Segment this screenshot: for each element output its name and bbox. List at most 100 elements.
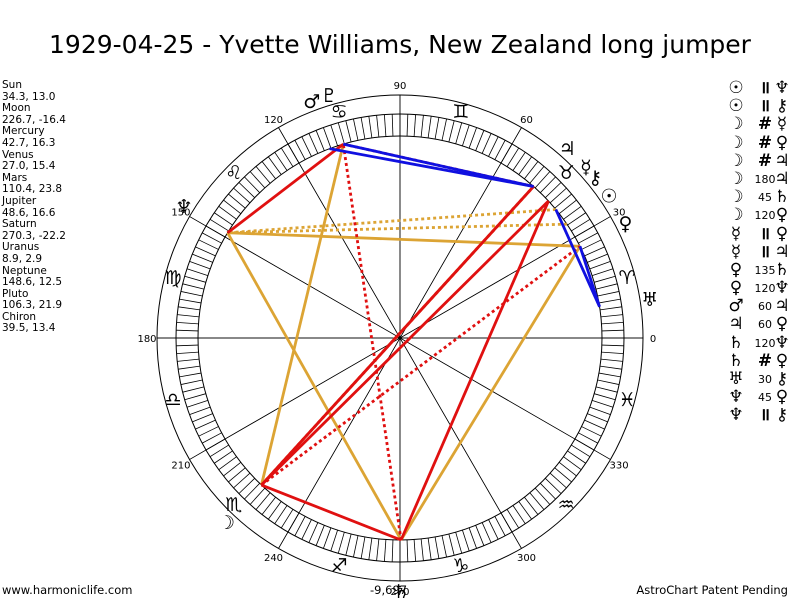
aspect-line xyxy=(341,143,403,541)
aspect-planet-b: ☿ xyxy=(776,114,788,135)
degree-tick xyxy=(202,232,222,244)
planet-coords-neptune: 148.6, 12.5 xyxy=(2,276,63,289)
degree-tick xyxy=(589,406,611,415)
degree-tick xyxy=(549,187,567,204)
degree-tick xyxy=(186,268,209,276)
degree-tick xyxy=(337,532,345,554)
degree-tick xyxy=(391,539,394,562)
aspect-row: ☉ ॥ ⚷ xyxy=(722,97,800,115)
degree-tick xyxy=(294,516,306,536)
footer-website-link[interactable]: www.harmoniclife.com xyxy=(2,583,133,597)
aspect-line xyxy=(227,208,556,235)
degree-tick xyxy=(441,535,447,558)
aspect-type: # xyxy=(757,150,773,171)
degree-tick xyxy=(189,261,211,270)
degree-tick xyxy=(524,161,539,180)
degree-tick xyxy=(315,525,325,546)
degree-tick xyxy=(448,533,455,556)
aspect-line xyxy=(260,483,402,542)
aspect-planet-b: ♄ xyxy=(774,187,790,208)
degree-label: 30 xyxy=(613,208,626,219)
degree-tick xyxy=(209,444,229,458)
aspect-planet-a: ☉ xyxy=(728,96,744,117)
aspect-line xyxy=(260,143,345,486)
degree-tick xyxy=(383,114,387,137)
aspect-planet-b: ♀ xyxy=(775,350,789,371)
degree-tick xyxy=(180,291,203,297)
degree-tick xyxy=(567,212,586,226)
bottom-value: -9,697 xyxy=(370,583,408,597)
degree-tick xyxy=(294,140,306,160)
degree-tick xyxy=(177,358,200,362)
degree-tick xyxy=(601,344,624,347)
degree-tick xyxy=(198,239,219,250)
degree-tick xyxy=(468,127,477,149)
degree-tick xyxy=(597,291,620,297)
degree-tick xyxy=(601,351,624,355)
degree-tick xyxy=(274,505,288,524)
aspect-row: ☿ ॥ ♀ xyxy=(722,225,800,243)
degree-tick xyxy=(249,487,266,505)
degree-tick xyxy=(595,283,618,290)
degree-tick xyxy=(176,344,199,347)
degree-label: 270 xyxy=(390,587,409,598)
degree-tick xyxy=(534,487,551,505)
planet-glyph: ☽ xyxy=(218,512,235,534)
aspect-row: ♀ 135 ♄ xyxy=(722,261,800,279)
degree-tick xyxy=(353,535,359,558)
degree-tick xyxy=(554,193,572,209)
degree-label: 60 xyxy=(520,115,533,126)
degree-tick xyxy=(233,472,251,489)
planet-glyph: ♇ xyxy=(320,85,337,107)
degree-label: 330 xyxy=(610,461,629,472)
zodiac-sign-glyph: ♏ xyxy=(225,494,242,516)
zodiac-sign-glyph: ♋ xyxy=(331,101,348,123)
zodiac-sign-glyph: ♉ xyxy=(558,162,575,184)
degree-tick xyxy=(571,218,591,232)
degree-tick xyxy=(228,467,246,483)
degree-tick xyxy=(462,124,470,147)
aspect-row: ♆ 45 ♀ xyxy=(722,388,800,406)
aspect-planet-b: ♃ xyxy=(774,150,790,171)
degree-tick xyxy=(323,527,332,549)
degree-tick xyxy=(255,166,271,184)
planet-name-mercury: Mercury xyxy=(2,125,45,138)
planet-name-saturn: Saturn xyxy=(2,218,37,231)
aspect-type: # xyxy=(757,114,773,135)
degree-tick xyxy=(434,536,440,559)
aspect-type: 180 xyxy=(754,172,776,186)
degree-tick xyxy=(540,176,556,193)
aspect-planet-b: ♄ xyxy=(774,259,790,280)
planet-glyph: ♅ xyxy=(641,289,658,311)
planet-coords-pluto: 106.3, 21.9 xyxy=(2,299,63,312)
degree-tick xyxy=(601,321,624,325)
degree-tick xyxy=(427,537,432,560)
degree-tick xyxy=(494,516,506,536)
degree-tick xyxy=(202,432,222,444)
degree-tick xyxy=(518,156,532,175)
aspect-line xyxy=(260,185,535,486)
planet-name-pluto: Pluto xyxy=(2,287,29,300)
degree-tick xyxy=(268,501,282,520)
degree-label: 180 xyxy=(137,334,156,345)
degree-tick xyxy=(189,406,211,415)
aspect-planet-a: ♀ xyxy=(729,259,743,280)
degree-tick xyxy=(179,372,202,378)
aspect-type: ॥ xyxy=(759,405,771,426)
aspect-planet-a: ☽ xyxy=(728,205,744,226)
degree-tick xyxy=(434,117,440,140)
aspect-line xyxy=(227,231,581,248)
degree-tick xyxy=(571,444,591,458)
degree-tick xyxy=(198,426,219,437)
aspect-planet-a: ☽ xyxy=(728,150,744,171)
degree-tick xyxy=(238,478,255,494)
planet-glyph: ♆ xyxy=(176,196,193,218)
degree-tick xyxy=(255,492,271,510)
aspect-row: ♂ 60 ♃ xyxy=(722,297,800,315)
degree-tick xyxy=(506,509,520,529)
degree-tick xyxy=(244,176,260,193)
degree-tick xyxy=(406,539,409,562)
aspect-planet-b: ⚷ xyxy=(775,369,789,389)
degree-tick xyxy=(323,127,332,149)
